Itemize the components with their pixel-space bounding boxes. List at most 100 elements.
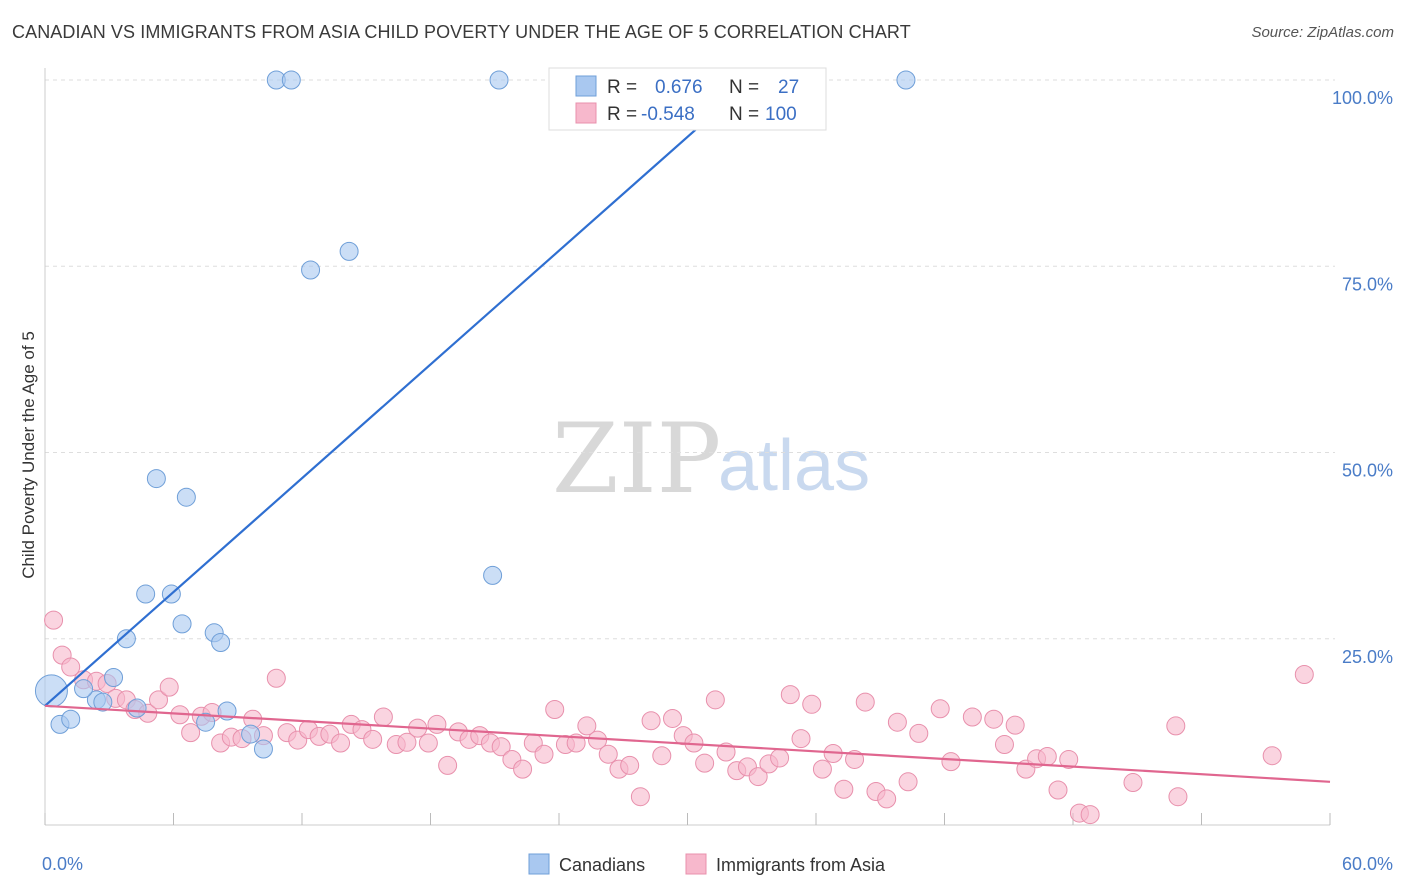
chart-source: Source: ZipAtlas.com bbox=[1251, 24, 1394, 41]
trend-layer bbox=[44, 79, 1331, 783]
canadians-point-13 bbox=[176, 487, 196, 507]
asia-point-61 bbox=[695, 753, 715, 773]
canadians-point-14 bbox=[196, 712, 216, 732]
asia-point-87 bbox=[1005, 715, 1025, 735]
asia-point-68 bbox=[770, 748, 790, 768]
asia-point-95 bbox=[1123, 773, 1143, 793]
canadians-point-10 bbox=[146, 469, 166, 489]
y-tick-label-25: 25.0% bbox=[1342, 647, 1393, 667]
canadians-point-8 bbox=[127, 698, 147, 718]
asia-point-50 bbox=[577, 716, 597, 736]
asia-point-91 bbox=[1048, 780, 1068, 800]
asia-point-69 bbox=[780, 685, 800, 705]
y-tick-labels: 25.0% 50.0% 75.0% 100.0% bbox=[1332, 88, 1393, 667]
asia-point-83 bbox=[941, 752, 961, 772]
asia-point-74 bbox=[834, 779, 854, 799]
canadians-point-5 bbox=[93, 692, 113, 712]
bottom-legend-label-asia: Immigrants from Asia bbox=[716, 855, 886, 875]
chart-title: CANADIAN VS IMMIGRANTS FROM ASIA CHILD P… bbox=[12, 22, 911, 42]
y-axis-label: Child Poverty Under the Age of 5 bbox=[19, 331, 38, 579]
asia-point-21 bbox=[266, 668, 286, 688]
asia-point-90 bbox=[1037, 746, 1057, 766]
asia-point-10 bbox=[149, 690, 169, 710]
legend-n-label-canadians: N = bbox=[729, 77, 759, 98]
asia-point-80 bbox=[898, 772, 918, 792]
asia-point-76 bbox=[855, 692, 875, 712]
canadians-point-6 bbox=[104, 667, 124, 687]
asia-point-97 bbox=[1168, 787, 1188, 807]
legend-r-value-asia: -0.548 bbox=[641, 104, 695, 125]
asia-point-13 bbox=[181, 723, 201, 743]
asia-point-42 bbox=[491, 737, 511, 757]
legend-r-value-canadians: 0.676 bbox=[655, 77, 703, 98]
canadians-point-2 bbox=[61, 709, 81, 729]
x-tick-labels: 0.0% 60.0% bbox=[42, 854, 1393, 874]
asia-point-99 bbox=[1294, 665, 1314, 685]
asia-point-66 bbox=[748, 767, 768, 787]
asia-point-56 bbox=[641, 711, 661, 731]
asia-point-35 bbox=[418, 733, 438, 753]
watermark-atlas: atlas bbox=[718, 426, 870, 506]
correlation-legend: R = 0.676 N = 27 R = -0.548 N = 100 bbox=[548, 67, 827, 131]
y-tick-label-100: 100.0% bbox=[1332, 88, 1393, 108]
legend-r-label-canadians: R = bbox=[607, 77, 637, 98]
x-tick-label-60: 60.0% bbox=[1342, 854, 1393, 874]
legend-swatch-asia bbox=[575, 102, 597, 124]
asia-point-57 bbox=[652, 746, 672, 766]
asia-point-70 bbox=[791, 729, 811, 749]
canadians-point-18 bbox=[241, 724, 261, 744]
asia-point-52 bbox=[598, 744, 618, 764]
asia-point-72 bbox=[812, 759, 832, 779]
asia-point-0 bbox=[44, 610, 64, 630]
asia-point-62 bbox=[705, 690, 725, 710]
y-tick-label-75: 75.0% bbox=[1342, 274, 1393, 294]
bottom-legend-swatch-canadians bbox=[528, 853, 550, 875]
asia-point-96 bbox=[1166, 716, 1186, 736]
asia-point-54 bbox=[620, 755, 640, 775]
asia-point-27 bbox=[331, 733, 351, 753]
legend-n-label-asia: N = bbox=[729, 104, 759, 125]
asia-point-84 bbox=[962, 707, 982, 727]
canadians-point-24 bbox=[483, 565, 503, 585]
bottom-legend-label-canadians: Canadians bbox=[559, 855, 645, 875]
legend-swatch-canadians bbox=[575, 75, 597, 97]
legend-r-label-asia: R = bbox=[607, 104, 637, 125]
asia-point-71 bbox=[802, 694, 822, 714]
canadians-point-16 bbox=[211, 632, 231, 652]
asia-trend-line bbox=[44, 704, 1331, 783]
asia-point-81 bbox=[909, 723, 929, 743]
legend-n-value-canadians: 27 bbox=[778, 77, 799, 98]
asia-point-37 bbox=[438, 755, 458, 775]
asia-point-11 bbox=[159, 677, 179, 697]
asia-point-92 bbox=[1059, 749, 1079, 769]
canadians-point-7 bbox=[116, 629, 136, 649]
asia-point-63 bbox=[716, 742, 736, 762]
asia-point-47 bbox=[545, 700, 565, 720]
asia-point-55 bbox=[630, 787, 650, 807]
canadians-point-4 bbox=[74, 679, 94, 699]
asia-point-82 bbox=[930, 699, 950, 719]
canadians-trend-line bbox=[44, 79, 753, 707]
canadians-point-19 bbox=[253, 739, 273, 759]
canadians-point-23 bbox=[339, 241, 359, 261]
series-canadians bbox=[34, 70, 916, 759]
asia-point-98 bbox=[1262, 746, 1282, 766]
asia-point-94 bbox=[1080, 805, 1100, 825]
canadians-point-22 bbox=[301, 260, 321, 280]
asia-point-78 bbox=[877, 789, 897, 809]
canadians-point-25 bbox=[489, 70, 509, 90]
asia-point-31 bbox=[373, 707, 393, 727]
y-tick-label-50: 50.0% bbox=[1342, 461, 1393, 481]
asia-point-2 bbox=[61, 657, 81, 677]
asia-point-58 bbox=[663, 708, 683, 728]
legend-n-value-asia: 100 bbox=[765, 104, 797, 125]
asia-point-86 bbox=[994, 735, 1014, 755]
bottom-legend-swatch-asia bbox=[685, 853, 707, 875]
canadians-point-21 bbox=[281, 70, 301, 90]
asia-point-36 bbox=[427, 714, 447, 734]
asia-point-30 bbox=[363, 729, 383, 749]
canadians-point-9 bbox=[136, 584, 156, 604]
watermark: ZIP atlas bbox=[552, 403, 870, 515]
canadians-point-26 bbox=[896, 70, 916, 90]
